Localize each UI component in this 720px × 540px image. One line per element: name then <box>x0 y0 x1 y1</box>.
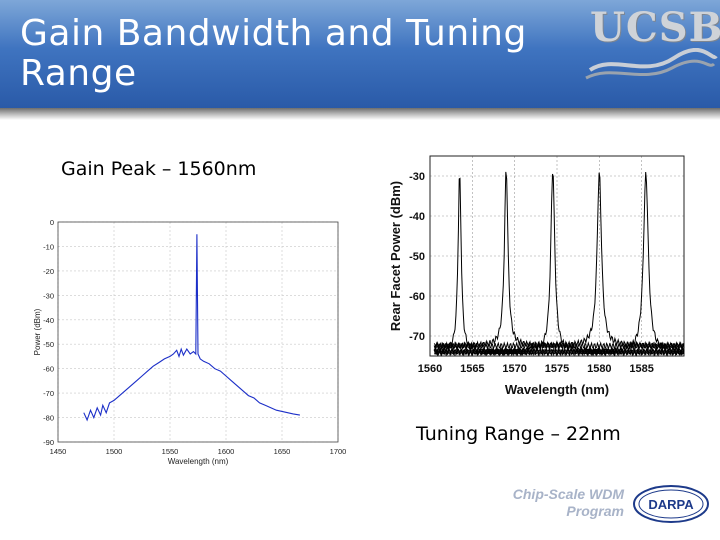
gain-y-tick-label: -50 <box>43 340 54 349</box>
gain-x-tick-label: 1500 <box>106 447 123 456</box>
gain-peak-caption: Gain Peak – 1560nm <box>61 158 257 180</box>
tuning-x-axis-label: Wavelength (nm) <box>505 382 609 397</box>
tuning-y-tick-label: -60 <box>409 291 425 303</box>
tuning-plot-frame <box>429 155 685 357</box>
gain-x-tick-label: 1600 <box>218 447 235 456</box>
tuning-x-tick-label: 1580 <box>587 363 611 375</box>
title-bar-shadow <box>0 108 720 120</box>
gain-x-tick-label: 1450 <box>50 447 67 456</box>
tuning-y-axis-label: Rear Facet Power (dBm) <box>388 181 403 331</box>
gain-spectrum-chart: 1450 1500 1550 1600 1650 1700 0 -10 -20 -30 -40 -50… <box>33 218 347 466</box>
gain-x-tick-label: 1650 <box>274 447 291 456</box>
gain-y-tick-label: -60 <box>43 365 54 374</box>
tuning-x-tick-label: 1570 <box>502 363 526 375</box>
tuning-y-tick-label: -30 <box>409 171 425 183</box>
logo-waves-icon <box>585 48 718 80</box>
darpa-logo: DARPA <box>633 485 709 523</box>
gain-x-tick-label: 1700 <box>330 447 347 456</box>
gain-plot-frame <box>57 221 339 443</box>
tuning-range-chart: 1560 1565 1570 1575 1580 1585 -30 -40 -50 -60 -70 W… <box>388 155 685 397</box>
ucsb-logo: UCSB <box>584 4 720 80</box>
gain-y-tick-label: -30 <box>43 291 54 300</box>
tuning-x-tick-label: 1575 <box>545 363 569 375</box>
gain-y-axis-label: Power (dBm) <box>33 308 42 355</box>
gain-y-tick-label: -90 <box>43 438 54 447</box>
gain-x-tick-label: 1550 <box>162 447 179 456</box>
gain-spectrum-trace <box>83 234 300 422</box>
tuning-lasing-trace <box>433 171 685 357</box>
gain-y-tick-label: -40 <box>43 316 54 325</box>
tuning-lasing-trace <box>433 172 685 351</box>
tuning-x-tick-label: 1560 <box>418 363 442 375</box>
darpa-logo-text: DARPA <box>648 497 694 512</box>
tuning-y-tick-label: -70 <box>409 331 425 343</box>
tuning-y-tick-label: -50 <box>409 251 425 263</box>
slide-title: Gain Bandwidth and Tuning Range <box>20 13 527 94</box>
gain-y-tick-label: -80 <box>43 414 54 423</box>
tuning-range-caption: Tuning Range – 22nm <box>416 423 621 445</box>
gain-y-tick-label: -10 <box>43 242 54 251</box>
program-label: Chip-Scale WDM Program <box>513 486 624 520</box>
gain-x-axis-label: Wavelength (nm) <box>168 457 229 466</box>
gain-y-tick-label: -70 <box>43 389 54 398</box>
tuning-x-tick-label: 1585 <box>629 363 653 375</box>
tuning-lasing-trace <box>433 173 685 357</box>
program-line-2: Program <box>566 503 624 519</box>
tuning-x-tick-label: 1565 <box>460 363 484 375</box>
title-bar <box>0 0 720 108</box>
gain-y-tick-label: 0 <box>50 218 54 227</box>
ucsb-logo-text: UCSB <box>590 4 720 51</box>
gain-y-tick-label: -20 <box>43 267 54 276</box>
program-line-1: Chip-Scale WDM <box>512 486 624 502</box>
tuning-y-tick-label: -40 <box>409 211 425 223</box>
